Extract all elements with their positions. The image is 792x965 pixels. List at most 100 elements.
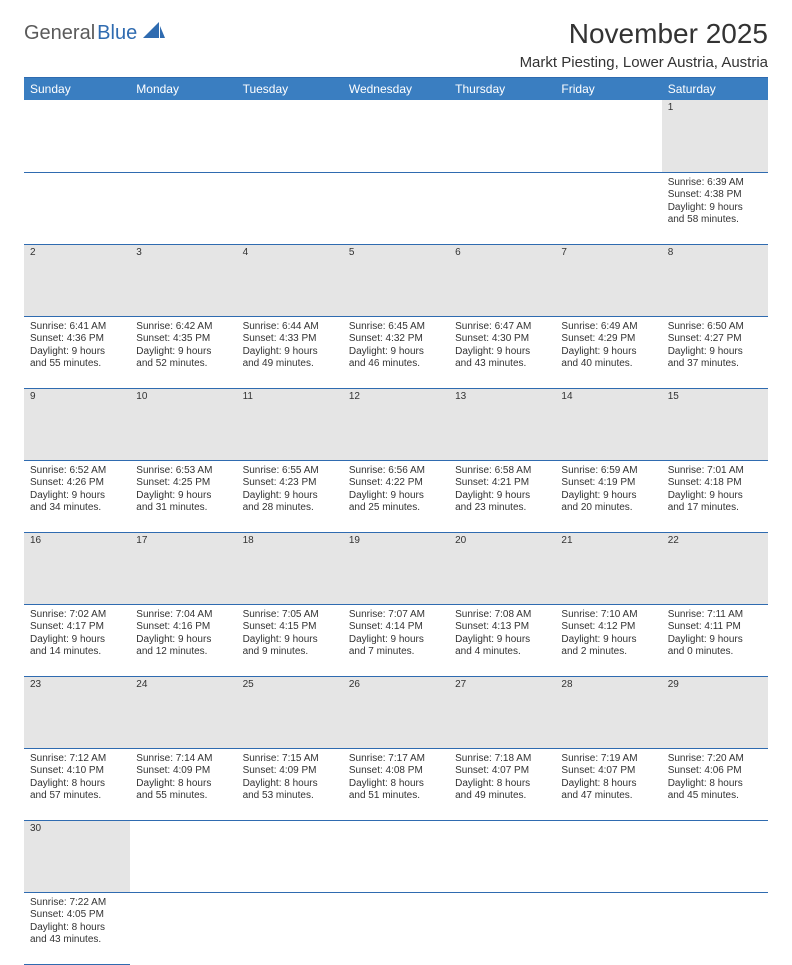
daylight-text: Daylight: 9 hours and 58 minutes. [668, 202, 762, 227]
day-header: Friday [555, 78, 661, 100]
sunset-text: Sunset: 4:07 PM [455, 765, 549, 778]
day-detail-cell: Sunrise: 6:41 AMSunset: 4:36 PMDaylight:… [24, 316, 130, 388]
day-number-cell: 9 [24, 388, 130, 460]
day-number-cell: 12 [343, 388, 449, 460]
day-number-cell [343, 820, 449, 892]
daylight-text: Daylight: 8 hours and 53 minutes. [243, 778, 337, 803]
sunrise-text: Sunrise: 7:11 AM [668, 609, 762, 622]
day-detail-cell: Sunrise: 6:42 AMSunset: 4:35 PMDaylight:… [130, 316, 236, 388]
day-number-cell [555, 820, 661, 892]
day-detail-cell: Sunrise: 6:56 AMSunset: 4:22 PMDaylight:… [343, 460, 449, 532]
day-detail-cell: Sunrise: 6:52 AMSunset: 4:26 PMDaylight:… [24, 460, 130, 532]
sunset-text: Sunset: 4:29 PM [561, 333, 655, 346]
daylight-text: Daylight: 9 hours and 52 minutes. [136, 346, 230, 371]
sunset-text: Sunset: 4:19 PM [561, 477, 655, 490]
sunrise-text: Sunrise: 6:44 AM [243, 321, 337, 334]
day-number-row: 30 [24, 820, 768, 892]
day-detail-cell: Sunrise: 6:58 AMSunset: 4:21 PMDaylight:… [449, 460, 555, 532]
sunset-text: Sunset: 4:07 PM [561, 765, 655, 778]
day-detail-cell: Sunrise: 6:55 AMSunset: 4:23 PMDaylight:… [237, 460, 343, 532]
sunrise-text: Sunrise: 6:59 AM [561, 465, 655, 478]
sunrise-text: Sunrise: 7:19 AM [561, 753, 655, 766]
day-number-row: 1 [24, 100, 768, 172]
day-detail-cell [449, 172, 555, 244]
day-number-cell: 13 [449, 388, 555, 460]
day-number-cell: 25 [237, 676, 343, 748]
day-detail-cell: Sunrise: 6:39 AMSunset: 4:38 PMDaylight:… [662, 172, 768, 244]
sunset-text: Sunset: 4:30 PM [455, 333, 549, 346]
day-number-cell: 18 [237, 532, 343, 604]
sunrise-text: Sunrise: 6:45 AM [349, 321, 443, 334]
day-header: Tuesday [237, 78, 343, 100]
daylight-text: Daylight: 8 hours and 55 minutes. [136, 778, 230, 803]
sunset-text: Sunset: 4:32 PM [349, 333, 443, 346]
day-detail-row: Sunrise: 7:02 AMSunset: 4:17 PMDaylight:… [24, 604, 768, 676]
day-detail-cell [130, 892, 236, 964]
day-number-row: 16171819202122 [24, 532, 768, 604]
day-number-cell: 15 [662, 388, 768, 460]
day-detail-cell: Sunrise: 7:14 AMSunset: 4:09 PMDaylight:… [130, 748, 236, 820]
sunrise-text: Sunrise: 7:04 AM [136, 609, 230, 622]
sunset-text: Sunset: 4:18 PM [668, 477, 762, 490]
sunset-text: Sunset: 4:12 PM [561, 621, 655, 634]
day-detail-cell: Sunrise: 6:53 AMSunset: 4:25 PMDaylight:… [130, 460, 236, 532]
day-number-cell: 30 [24, 820, 130, 892]
day-number-cell: 2 [24, 244, 130, 316]
sunrise-text: Sunrise: 6:56 AM [349, 465, 443, 478]
sunrise-text: Sunrise: 6:53 AM [136, 465, 230, 478]
day-detail-cell: Sunrise: 7:19 AMSunset: 4:07 PMDaylight:… [555, 748, 661, 820]
day-number-cell: 29 [662, 676, 768, 748]
daylight-text: Daylight: 9 hours and 20 minutes. [561, 490, 655, 515]
day-header: Sunday [24, 78, 130, 100]
day-number-cell [662, 820, 768, 892]
daylight-text: Daylight: 8 hours and 49 minutes. [455, 778, 549, 803]
daylight-text: Daylight: 9 hours and 12 minutes. [136, 634, 230, 659]
sunrise-text: Sunrise: 7:10 AM [561, 609, 655, 622]
day-number-cell [130, 100, 236, 172]
sunrise-text: Sunrise: 7:14 AM [136, 753, 230, 766]
day-number-cell: 5 [343, 244, 449, 316]
day-detail-cell: Sunrise: 7:04 AMSunset: 4:16 PMDaylight:… [130, 604, 236, 676]
sunrise-text: Sunrise: 6:47 AM [455, 321, 549, 334]
sunrise-text: Sunrise: 7:07 AM [349, 609, 443, 622]
daylight-text: Daylight: 9 hours and 17 minutes. [668, 490, 762, 515]
day-detail-cell: Sunrise: 7:15 AMSunset: 4:09 PMDaylight:… [237, 748, 343, 820]
day-header: Wednesday [343, 78, 449, 100]
day-number-row: 23242526272829 [24, 676, 768, 748]
day-detail-cell: Sunrise: 7:20 AMSunset: 4:06 PMDaylight:… [662, 748, 768, 820]
sunrise-text: Sunrise: 7:18 AM [455, 753, 549, 766]
sunrise-text: Sunrise: 6:55 AM [243, 465, 337, 478]
day-number-cell: 20 [449, 532, 555, 604]
daylight-text: Daylight: 9 hours and 55 minutes. [30, 346, 124, 371]
sunrise-text: Sunrise: 6:49 AM [561, 321, 655, 334]
day-detail-cell [555, 172, 661, 244]
day-detail-cell: Sunrise: 7:18 AMSunset: 4:07 PMDaylight:… [449, 748, 555, 820]
day-detail-cell: Sunrise: 6:44 AMSunset: 4:33 PMDaylight:… [237, 316, 343, 388]
day-detail-cell: Sunrise: 7:10 AMSunset: 4:12 PMDaylight:… [555, 604, 661, 676]
day-detail-cell: Sunrise: 7:05 AMSunset: 4:15 PMDaylight:… [237, 604, 343, 676]
sunrise-text: Sunrise: 7:02 AM [30, 609, 124, 622]
day-number-cell: 7 [555, 244, 661, 316]
sunset-text: Sunset: 4:35 PM [136, 333, 230, 346]
day-number-cell: 21 [555, 532, 661, 604]
daylight-text: Daylight: 9 hours and 31 minutes. [136, 490, 230, 515]
daylight-text: Daylight: 9 hours and 0 minutes. [668, 634, 762, 659]
day-number-cell [555, 100, 661, 172]
sunset-text: Sunset: 4:08 PM [349, 765, 443, 778]
sunrise-text: Sunrise: 6:58 AM [455, 465, 549, 478]
daylight-text: Daylight: 9 hours and 23 minutes. [455, 490, 549, 515]
sunset-text: Sunset: 4:22 PM [349, 477, 443, 490]
day-number-cell: 16 [24, 532, 130, 604]
title-block: November 2025 Markt Piesting, Lower Aust… [520, 18, 768, 71]
daylight-text: Daylight: 8 hours and 43 minutes. [30, 922, 124, 947]
daylight-text: Daylight: 8 hours and 47 minutes. [561, 778, 655, 803]
day-number-cell: 10 [130, 388, 236, 460]
day-detail-cell [130, 172, 236, 244]
sunset-text: Sunset: 4:16 PM [136, 621, 230, 634]
day-detail-cell: Sunrise: 7:02 AMSunset: 4:17 PMDaylight:… [24, 604, 130, 676]
day-detail-cell: Sunrise: 7:12 AMSunset: 4:10 PMDaylight:… [24, 748, 130, 820]
sunrise-text: Sunrise: 7:15 AM [243, 753, 337, 766]
day-number-cell: 3 [130, 244, 236, 316]
day-detail-cell: Sunrise: 6:50 AMSunset: 4:27 PMDaylight:… [662, 316, 768, 388]
sunset-text: Sunset: 4:10 PM [30, 765, 124, 778]
